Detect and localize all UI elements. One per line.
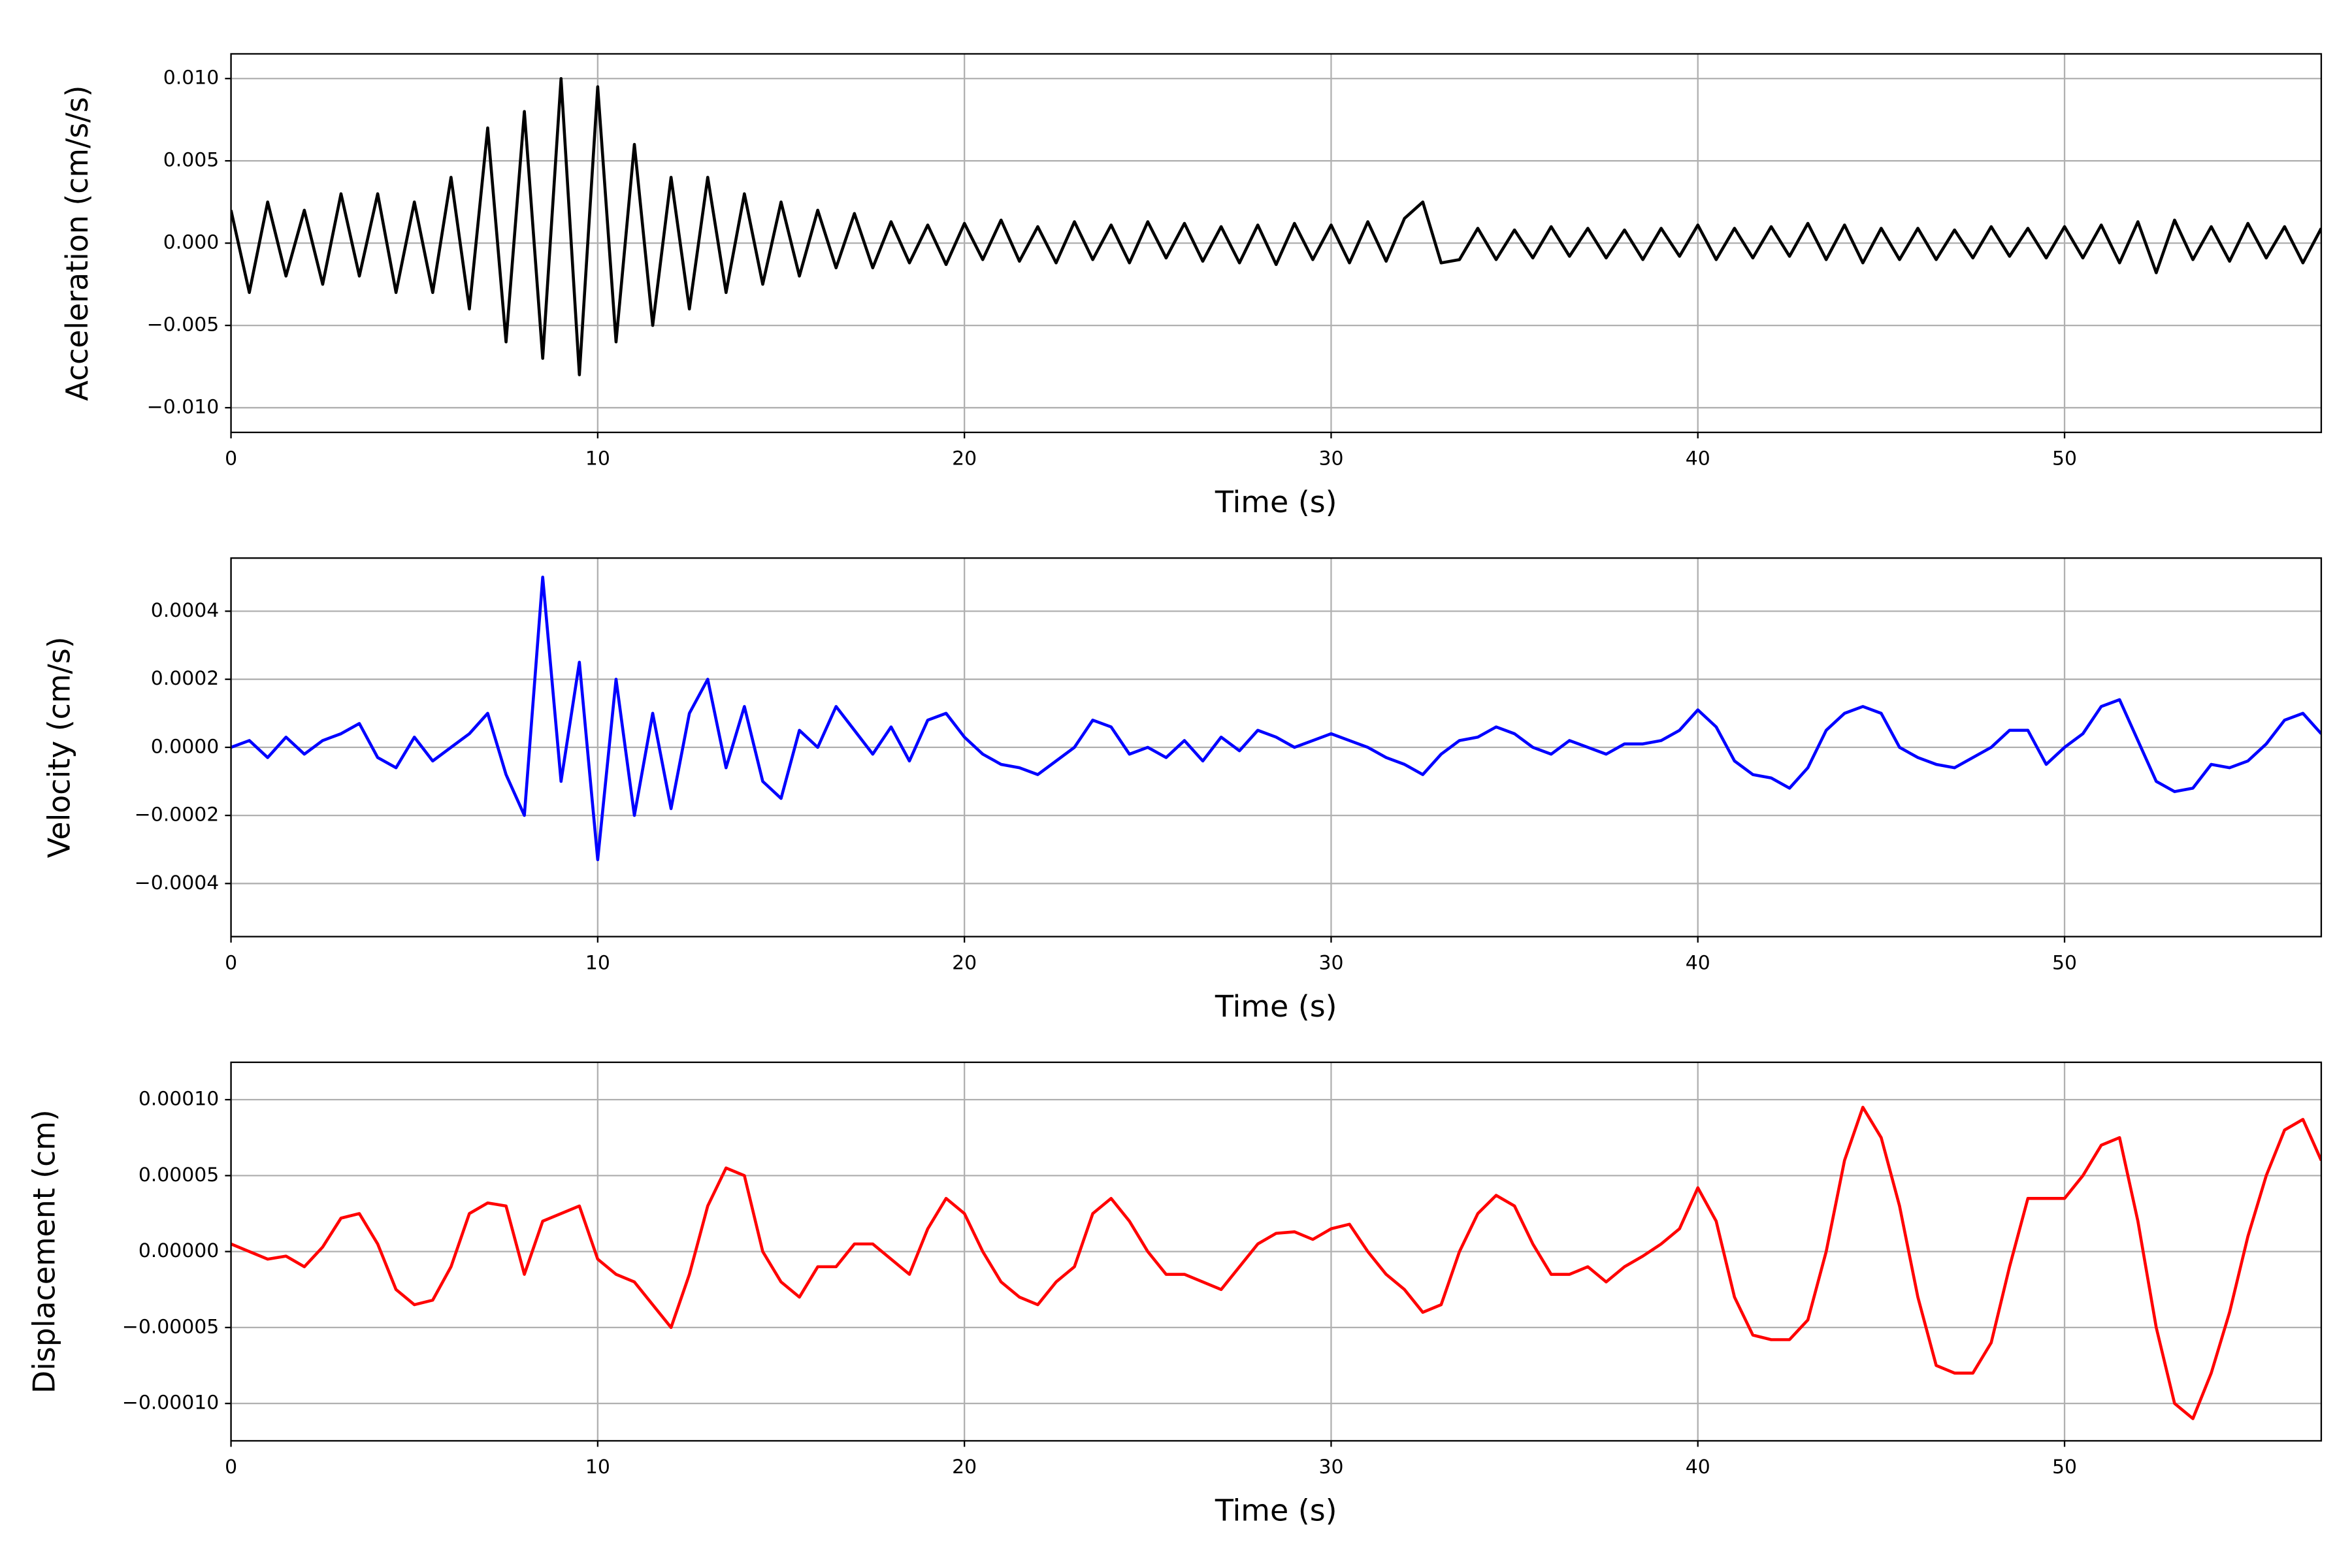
x-tick-label: 20 (952, 951, 977, 974)
x-tick-label: 40 (1686, 1456, 1710, 1478)
data-line (231, 576, 2321, 862)
x-tick-label: 0 (225, 1456, 237, 1478)
y-tick-label: −0.0002 (135, 804, 219, 826)
plot-frame (230, 557, 2323, 938)
y-tick-label: 0.005 (163, 149, 219, 172)
y-axis-label: Velocity (cm/s) (42, 636, 77, 858)
x-tick-label: 0 (225, 951, 237, 974)
data-line (231, 76, 2321, 376)
y-tick-label: −0.010 (147, 396, 219, 419)
y-tick-label: −0.00005 (122, 1315, 219, 1338)
y-tick-label: 0.0002 (151, 667, 219, 690)
x-tick-label: 0 (225, 448, 237, 470)
data-line (231, 1105, 2321, 1420)
x-tick-label: 50 (2052, 1456, 2077, 1478)
x-tick-label: 10 (585, 951, 610, 974)
x-tick-label: 10 (585, 448, 610, 470)
y-tick-label: 0.00010 (139, 1088, 219, 1111)
y-tick-label: 0.0000 (151, 735, 219, 758)
x-tick-label: 50 (2052, 951, 2077, 974)
x-tick-label: 30 (1318, 951, 1343, 974)
x-tick-label: 40 (1686, 951, 1710, 974)
y-tick-label: 0.00005 (139, 1164, 219, 1186)
x-tick-label: 30 (1318, 448, 1343, 470)
y-axis-label: Acceleration (cm/s/s) (59, 86, 95, 401)
y-tick-label: 0.0004 (151, 599, 219, 622)
x-tick-label: 20 (952, 448, 977, 470)
x-tick-label: 50 (2052, 448, 2077, 470)
x-tick-label: 40 (1686, 448, 1710, 470)
y-tick-label: −0.0004 (135, 872, 219, 894)
x-axis-label: Time (s) (1215, 484, 1337, 519)
x-tick-label: 30 (1318, 1456, 1343, 1478)
x-axis-label: Time (s) (1215, 1493, 1337, 1528)
x-axis-label: Time (s) (1215, 988, 1337, 1024)
x-tick-label: 10 (585, 1456, 610, 1478)
y-tick-label: 0.000 (163, 231, 219, 254)
y-tick-label: 0.010 (163, 67, 219, 90)
plot-frame (230, 1061, 2323, 1442)
plot-frame (230, 53, 2323, 433)
y-tick-label: −0.005 (147, 314, 219, 336)
y-tick-label: 0.00000 (139, 1239, 219, 1262)
y-axis-label: Displacement (cm) (27, 1109, 62, 1394)
x-tick-label: 20 (952, 1456, 977, 1478)
y-tick-label: −0.00010 (122, 1392, 219, 1414)
